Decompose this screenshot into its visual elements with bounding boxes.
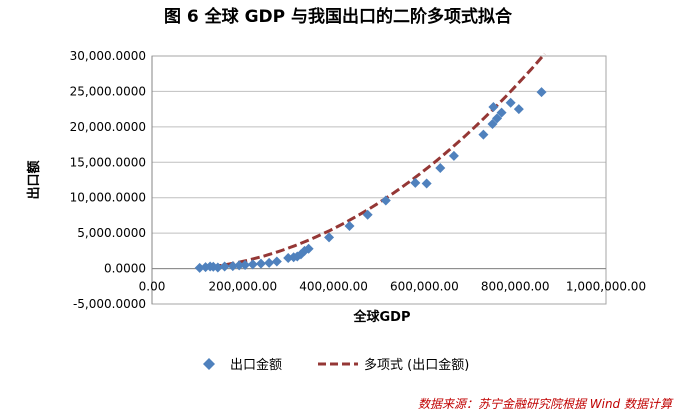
scatter-point xyxy=(219,261,230,272)
scatter-point xyxy=(255,258,266,269)
y-axis-label: 出口额 xyxy=(26,160,42,199)
y-tick-label: 10,000.0000 xyxy=(70,191,146,205)
scatter-point xyxy=(194,262,205,273)
scatter-point xyxy=(487,119,498,130)
chart-title: 图 6 全球 GDP 与我国出口的二阶多项式拟合 xyxy=(164,6,513,27)
scatter-point xyxy=(421,178,432,189)
scatter-point xyxy=(488,102,499,113)
scatter-point xyxy=(324,232,335,243)
y-tick-label: 0.0000 xyxy=(104,262,146,276)
scatter-point xyxy=(227,261,238,272)
x-tick-label: 0.00 xyxy=(139,280,166,294)
x-axis-label: 全球GDP xyxy=(353,309,411,325)
scatter-point xyxy=(448,150,459,161)
y-tick-label: 30,000.0000 xyxy=(70,49,146,63)
scatter-point xyxy=(303,243,314,254)
scatter-point xyxy=(410,177,421,188)
x-axis-ticks: 0.00 200,000.00 400,000.00 600,000.00 800,00… xyxy=(139,280,646,294)
legend: 出口金额 多项式 (出口金额) xyxy=(203,357,469,373)
scatter-point xyxy=(513,104,524,115)
y-axis-ticks: -5,000.0000 0.0000 5,000.0000 10,000.0000 15… xyxy=(70,49,146,311)
y-tick-label: 5,000.0000 xyxy=(77,226,146,240)
scatter-point xyxy=(271,256,282,267)
scatter-point xyxy=(283,252,294,263)
scatter-points xyxy=(194,87,547,273)
x-tick-label: 800,000.00 xyxy=(481,280,550,294)
scatter-point xyxy=(212,262,223,273)
scatter-point xyxy=(492,113,503,124)
scatter-point xyxy=(234,260,245,271)
legend-label-trend: 多项式 (出口金额) xyxy=(364,357,469,373)
scatter-point xyxy=(240,260,251,271)
scatter-point xyxy=(362,209,373,220)
x-tick-label: 400,000.00 xyxy=(299,280,368,294)
legend-label-points: 出口金额 xyxy=(230,357,282,373)
scatter-point xyxy=(380,195,391,206)
x-tick-label: 200,000.00 xyxy=(208,280,277,294)
scatter-point xyxy=(247,259,258,270)
source-note: 数据来源：苏宁金融研究院根据 Wind 数据计算 xyxy=(418,397,674,411)
trendline xyxy=(199,52,546,270)
scatter-point xyxy=(505,97,516,108)
scatter-point xyxy=(344,221,355,232)
y-tick-label: 20,000.0000 xyxy=(70,120,146,134)
y-tick-label: 25,000.0000 xyxy=(70,84,146,98)
scatter-point xyxy=(478,129,489,140)
x-tick-label: 1,000,000.00 xyxy=(566,280,646,294)
scatter-point xyxy=(536,87,547,98)
scatter-point xyxy=(292,251,303,262)
scatter-point xyxy=(435,162,446,173)
y-tick-label: -5,000.0000 xyxy=(73,297,146,311)
legend-marker-points xyxy=(203,358,215,370)
y-tick-label: 15,000.0000 xyxy=(70,155,146,169)
x-tick-label: 600,000.00 xyxy=(390,280,459,294)
scatter-point xyxy=(496,107,507,118)
scatter-point xyxy=(264,257,275,268)
